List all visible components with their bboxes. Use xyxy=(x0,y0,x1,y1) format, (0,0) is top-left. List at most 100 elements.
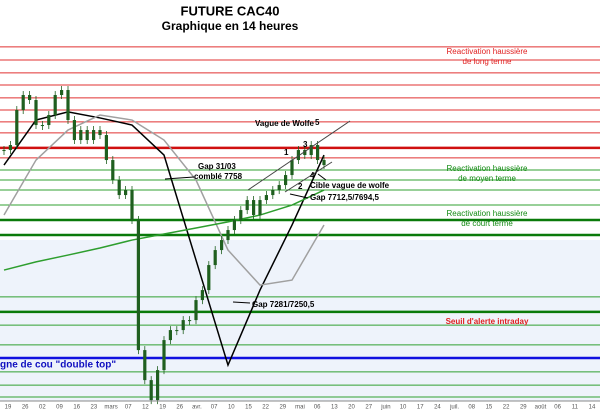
x-tick-label: 10 xyxy=(228,405,235,411)
zone-label: Seuil d'alerte intraday xyxy=(446,317,529,326)
x-tick-label: avr. xyxy=(192,405,202,411)
candle xyxy=(226,230,230,241)
neckline-label: gne de cou "double top" xyxy=(0,360,116,371)
arrow xyxy=(289,193,309,199)
x-tick-label: 15 xyxy=(245,405,252,411)
candle xyxy=(284,175,288,186)
x-tick-label: 19 xyxy=(5,405,12,411)
x-tick-label: 07 xyxy=(125,405,132,411)
x-tick-label: 14 xyxy=(589,405,596,411)
candle xyxy=(28,95,32,101)
candle xyxy=(66,90,70,121)
candle xyxy=(104,135,108,161)
arrow xyxy=(317,173,327,181)
wolfe-line xyxy=(284,161,333,193)
candle xyxy=(168,330,172,341)
candle xyxy=(175,330,179,332)
candle xyxy=(258,200,262,216)
x-tick-label: 09 xyxy=(56,405,63,411)
annotation: 2 xyxy=(298,182,303,191)
x-tick-label: 07 xyxy=(211,405,218,411)
annotation: Gap 7712,5/7694,5 xyxy=(310,193,379,202)
chart-subtitle: Graphique en 14 heures xyxy=(162,19,299,33)
x-tick-label: 06 xyxy=(314,405,321,411)
candle xyxy=(40,125,44,127)
candle xyxy=(277,185,281,191)
x-tick-label: 27 xyxy=(365,405,372,411)
candle xyxy=(194,300,198,321)
x-tick-label: 26 xyxy=(22,405,29,411)
candle xyxy=(232,220,236,231)
x-tick-label: 15 xyxy=(486,405,493,411)
candle xyxy=(213,250,217,266)
moving-average xyxy=(3,114,325,286)
x-tick-label: 29 xyxy=(520,405,527,411)
x-tick-label: 29 xyxy=(279,405,286,411)
candle xyxy=(130,190,134,221)
x-tick-label: 22 xyxy=(503,405,510,411)
x-tick-label: 24 xyxy=(434,405,441,411)
candle xyxy=(200,290,204,301)
moving-average xyxy=(3,189,325,271)
zone-label: Reactivation haussière xyxy=(447,164,528,173)
candle xyxy=(2,150,6,152)
x-tick-label: 13 xyxy=(331,405,338,411)
candle xyxy=(8,145,12,151)
x-tick-label: 17 xyxy=(417,405,424,411)
x-tick-label: 26 xyxy=(176,405,183,411)
candle xyxy=(162,340,166,371)
candle xyxy=(72,120,76,141)
zone-label: Reactivation haussière xyxy=(447,47,528,56)
wolfe-line xyxy=(247,120,351,191)
annotation: Cible vague de wolfe xyxy=(310,181,390,190)
x-tick-label: 08 xyxy=(468,405,475,411)
candle xyxy=(34,100,38,126)
candle xyxy=(143,350,147,381)
candle xyxy=(252,200,256,216)
x-tick-label: 11 xyxy=(572,405,579,411)
annotation: Vague de Wolfe xyxy=(255,119,315,128)
candle xyxy=(220,240,224,251)
annotation: 3 xyxy=(303,140,308,149)
chart-title: FUTURE CAC40 xyxy=(181,3,280,18)
candle xyxy=(124,190,128,196)
x-tick-label: mars xyxy=(104,405,117,411)
candle xyxy=(181,320,185,331)
x-tick-label: 19 xyxy=(159,405,166,411)
candle xyxy=(47,115,51,126)
candle xyxy=(98,130,102,136)
arrow xyxy=(232,301,251,304)
x-tick-label: 10 xyxy=(400,405,407,411)
zone-label: de moyen terme xyxy=(458,174,516,183)
x-tick-label: 20 xyxy=(348,405,355,411)
candle xyxy=(156,370,160,401)
candle xyxy=(136,220,140,351)
x-tick-label: 02 xyxy=(39,405,46,411)
candle xyxy=(149,380,153,401)
candle xyxy=(60,90,64,96)
candle xyxy=(111,160,115,181)
x-tick-label: juin xyxy=(380,405,390,411)
x-tick-label: 12 xyxy=(142,405,149,411)
x-tick-label: juil. xyxy=(449,405,459,411)
x-tick-label: 16 xyxy=(73,405,80,411)
candle xyxy=(79,130,83,141)
moving-average xyxy=(3,111,325,368)
x-tick-label: mai xyxy=(295,405,305,411)
candle xyxy=(85,130,89,141)
candle xyxy=(290,160,294,176)
candle xyxy=(239,210,243,221)
candle xyxy=(188,320,192,322)
candle xyxy=(309,145,313,156)
x-tick-label: 23 xyxy=(91,405,98,411)
candle xyxy=(271,190,275,196)
zone-label: Reactivation haussière xyxy=(447,209,528,218)
candle xyxy=(303,150,307,156)
candle xyxy=(53,95,57,116)
marks xyxy=(2,86,326,405)
annotation: 4 xyxy=(310,171,315,180)
x-tick-label: 06 xyxy=(554,405,561,411)
candle xyxy=(322,160,326,166)
candle xyxy=(21,95,25,111)
candle xyxy=(15,110,19,146)
